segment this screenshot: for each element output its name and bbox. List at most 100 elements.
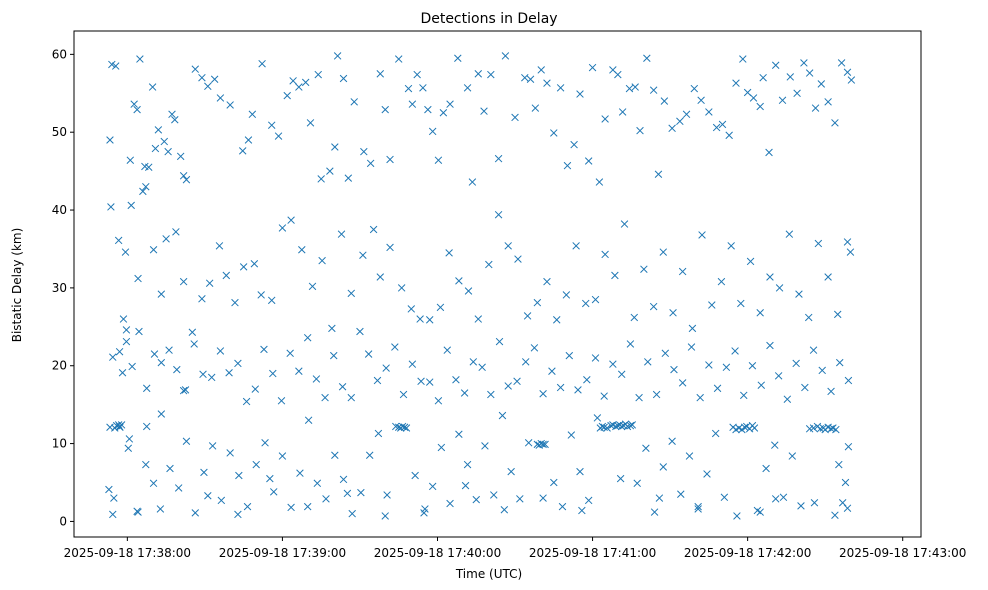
data-point-marker bbox=[425, 316, 434, 324]
data-point-marker bbox=[338, 383, 347, 391]
data-point-marker bbox=[583, 375, 591, 384]
data-point-marker bbox=[439, 108, 448, 117]
data-point-marker bbox=[127, 201, 135, 210]
data-point-marker bbox=[783, 395, 792, 403]
data-point-marker bbox=[600, 423, 608, 431]
data-point-marker bbox=[109, 510, 117, 519]
data-point-marker bbox=[108, 60, 116, 69]
data-point-marker bbox=[269, 488, 278, 496]
data-point-marker bbox=[703, 470, 711, 478]
data-point-marker bbox=[485, 260, 493, 269]
data-point-marker bbox=[832, 425, 840, 434]
data-point-marker bbox=[303, 502, 312, 511]
data-point-marker bbox=[487, 70, 495, 79]
data-point-marker bbox=[366, 159, 375, 168]
data-point-marker bbox=[463, 460, 472, 469]
data-point-marker bbox=[678, 267, 687, 276]
data-point-marker bbox=[278, 452, 287, 460]
data-point-marker bbox=[766, 341, 774, 350]
data-point-marker bbox=[117, 421, 126, 429]
data-point-marker bbox=[565, 351, 574, 360]
data-point-marker bbox=[548, 367, 556, 375]
data-point-marker bbox=[810, 498, 819, 507]
data-point-marker bbox=[434, 156, 443, 164]
data-point-marker bbox=[623, 422, 632, 431]
data-point-marker bbox=[731, 347, 739, 355]
data-point-marker bbox=[386, 155, 394, 164]
data-point-marker bbox=[844, 376, 853, 385]
data-point-marker bbox=[685, 452, 694, 460]
data-point-marker bbox=[269, 369, 277, 378]
data-point-marker bbox=[216, 347, 225, 355]
data-point-marker bbox=[248, 110, 257, 119]
data-point-marker bbox=[134, 508, 142, 516]
data-point-marker bbox=[718, 120, 727, 129]
data-point-marker bbox=[835, 460, 843, 469]
data-point-marker bbox=[581, 299, 590, 308]
data-point-marker bbox=[296, 469, 304, 477]
data-point-marker bbox=[386, 243, 394, 252]
data-point-marker bbox=[649, 302, 658, 311]
data-point-marker bbox=[676, 117, 684, 126]
data-point-marker bbox=[837, 59, 846, 67]
data-point-marker bbox=[750, 424, 759, 432]
data-point-marker bbox=[287, 503, 295, 512]
data-point-marker bbox=[205, 279, 214, 287]
data-point-marker bbox=[157, 410, 166, 418]
data-point-marker bbox=[298, 245, 306, 254]
y-tick-label: 0 bbox=[59, 514, 67, 528]
data-point-marker bbox=[411, 471, 419, 480]
data-point-marker bbox=[115, 347, 124, 356]
data-point-marker bbox=[478, 363, 486, 372]
data-point-marker bbox=[133, 105, 141, 114]
x-tick-label: 2025-09-18 17:40:00 bbox=[374, 546, 501, 560]
data-point-marker bbox=[399, 390, 408, 399]
data-point-marker bbox=[737, 299, 745, 308]
data-point-marker bbox=[344, 174, 353, 182]
data-point-marker bbox=[128, 362, 136, 371]
data-point-marker bbox=[329, 351, 338, 360]
data-point-marker bbox=[650, 508, 659, 516]
data-point-marker bbox=[779, 493, 788, 502]
data-point-marker bbox=[775, 284, 784, 292]
data-point-marker bbox=[118, 368, 127, 377]
data-point-marker bbox=[705, 361, 713, 369]
data-point-marker bbox=[142, 384, 151, 393]
data-point-marker bbox=[463, 84, 472, 92]
data-point-marker bbox=[149, 479, 158, 488]
data-point-marker bbox=[833, 310, 842, 319]
data-point-marker bbox=[434, 397, 443, 405]
data-point-marker bbox=[809, 346, 818, 354]
data-point-marker bbox=[174, 484, 183, 492]
data-point-marker bbox=[739, 391, 748, 400]
data-point-marker bbox=[289, 77, 297, 85]
data-point-marker bbox=[413, 70, 421, 79]
data-point-marker bbox=[698, 231, 706, 239]
data-point-marker bbox=[539, 390, 547, 398]
y-tick-label: 10 bbox=[52, 437, 67, 451]
data-point-marker bbox=[452, 375, 460, 384]
data-point-marker bbox=[238, 147, 247, 155]
data-point-marker bbox=[612, 422, 620, 431]
data-point-marker bbox=[135, 327, 143, 336]
data-point-marker bbox=[501, 52, 510, 60]
data-point-marker bbox=[633, 479, 641, 488]
data-point-marker bbox=[124, 444, 133, 453]
data-point-marker bbox=[655, 494, 664, 502]
data-point-marker bbox=[151, 144, 160, 153]
data-point-marker bbox=[620, 220, 629, 228]
data-point-marker bbox=[258, 59, 266, 68]
data-point-marker bbox=[306, 119, 315, 127]
data-point-marker bbox=[162, 235, 170, 243]
data-point-marker bbox=[179, 386, 188, 395]
data-point-marker bbox=[198, 295, 206, 303]
data-point-marker bbox=[800, 59, 808, 67]
y-axis: 0 10 20 30 40 50 60 bbox=[52, 47, 74, 528]
data-point-marker bbox=[778, 96, 787, 105]
data-point-marker bbox=[801, 383, 809, 392]
data-point-marker bbox=[670, 365, 678, 374]
data-point-marker bbox=[252, 460, 260, 469]
data-point-marker bbox=[359, 251, 367, 259]
data-point-marker bbox=[843, 238, 852, 246]
data-point-marker bbox=[570, 140, 578, 149]
